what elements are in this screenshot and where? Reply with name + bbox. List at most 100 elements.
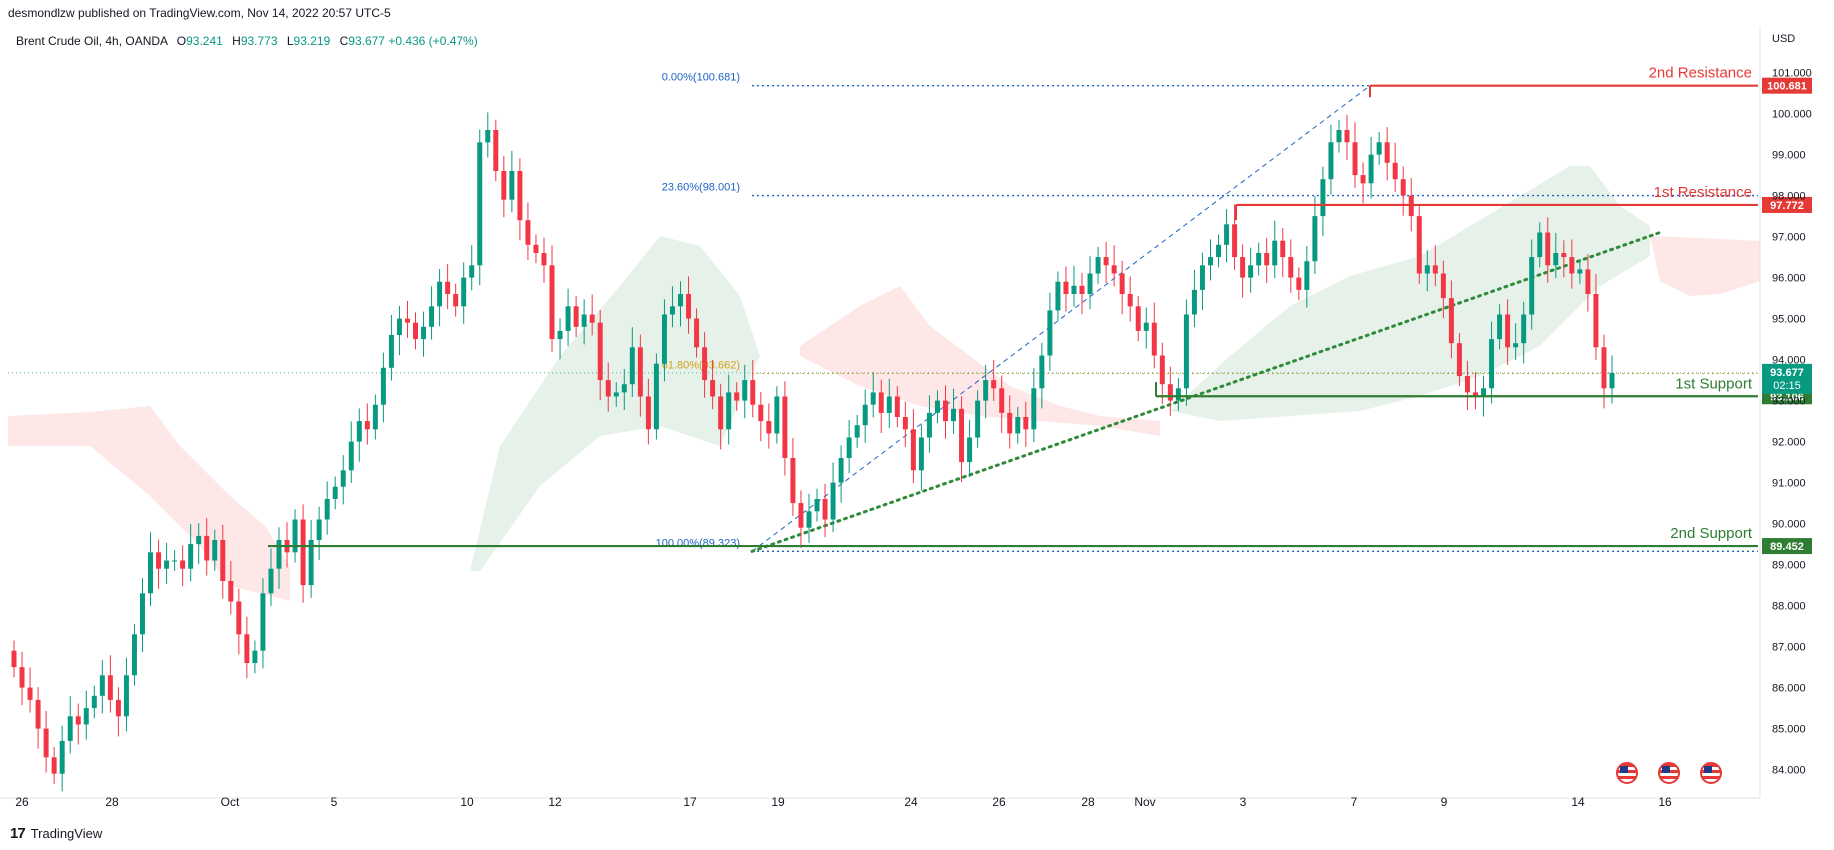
candle-body [678,294,683,307]
candle-body [1216,244,1222,258]
candle-body [533,244,539,253]
candle-body [1609,372,1615,389]
price-level-value: 89.452 [1770,541,1804,553]
candle-body [107,675,113,700]
candle-body [999,388,1005,413]
candle-body [1497,314,1503,340]
candle-body [710,380,716,397]
candle-body [1023,417,1029,430]
x-tick-label: Nov [1134,795,1155,809]
candle-body [822,499,828,520]
price-level-value: 97.772 [1770,200,1804,212]
candle-body [292,519,298,553]
candle-body [886,396,892,413]
candle-body [541,253,547,266]
ichimoku-cloud [8,166,1760,601]
candle-body [589,314,595,323]
current-price-value: 93.677 [1770,367,1804,379]
candle-body [613,392,619,397]
open-value: 93.241 [186,34,223,48]
candle-body [1328,142,1334,180]
candle-body [1416,216,1422,274]
candle-body [1055,281,1061,311]
candle-body [19,667,25,688]
candle-body [774,396,780,434]
cloud-region [470,236,760,571]
candle-body [991,380,997,389]
tradingview-logo-icon: 17 [10,825,26,842]
candle-body [1456,343,1462,376]
candle-body [469,265,475,278]
candle-body [429,306,435,327]
candle-body [1280,240,1286,258]
candle-body [1344,130,1350,143]
y-tick-label: 95.000 [1772,314,1806,326]
current-price-badge [1762,363,1812,394]
candle-body [597,322,603,381]
us-flag-icon[interactable] [1616,762,1638,784]
candle-body [91,695,97,709]
candle-body [324,499,330,520]
candle-body [1312,216,1318,262]
candle-body [1521,314,1527,344]
candle-body [1545,232,1551,266]
x-tick-label: 3 [1240,795,1247,809]
candle-body [766,421,772,434]
candle-body [1031,388,1037,430]
currency-label: USD [1772,33,1795,45]
candle-body [501,171,507,200]
high-value: 93.773 [240,34,278,48]
candle-body [718,396,724,430]
candle-body [1601,347,1607,389]
candle-body [236,601,242,635]
open-label: O [176,34,187,48]
candle-body [1127,294,1133,307]
candle-body [1047,310,1053,356]
x-tick-label: 9 [1441,795,1448,809]
candle-body [1232,224,1238,258]
candle-body [1304,261,1310,290]
candle-body [1183,314,1189,389]
candle-body [1432,265,1438,274]
fib-level-label: 100.00%(89.323) [656,537,740,549]
candle-body [1264,253,1270,266]
x-tick-label: 19 [771,795,785,809]
candle-body [364,421,370,430]
candle-body [51,757,57,774]
x-tick-label: 28 [1081,795,1095,809]
candle-body [605,380,611,397]
x-tick-label: 26 [15,795,29,809]
candle-body [1015,417,1021,434]
candle-body [838,458,844,483]
candle-body [477,142,483,266]
candle-body [975,400,981,438]
candle-body [212,540,218,561]
price-chart[interactable]: 0.00%(100.681) 23.60%(98.001) 61.80%(93.66… [0,26,1834,816]
candle-body [372,404,378,430]
candle-body [1424,265,1430,274]
candle-body [1119,273,1125,294]
candle-body [943,400,948,422]
us-flag-icon[interactable] [1658,762,1680,784]
candle-body [437,281,443,307]
candle-body [798,503,804,528]
candle-body [870,392,876,405]
price-level-title: 1st Support [1675,375,1753,392]
y-tick-label: 97.000 [1772,232,1806,244]
footer: 17 TradingView [10,824,102,844]
candle-body [388,335,394,368]
candle-body [1553,253,1559,266]
candle-body [1135,306,1141,331]
candle-body [694,318,700,348]
candle-body [1561,253,1567,258]
y-tick-label: 98.000 [1772,191,1806,203]
candle-body [734,392,740,401]
us-flag-icon[interactable] [1700,762,1722,784]
candle-body [902,417,908,430]
candle-body [549,265,555,340]
candle-body [11,650,17,668]
y-tick-label: 93.000 [1772,396,1806,408]
y-tick-label: 87.000 [1772,642,1806,654]
candle-body [268,568,274,594]
candle-body [1087,273,1093,294]
